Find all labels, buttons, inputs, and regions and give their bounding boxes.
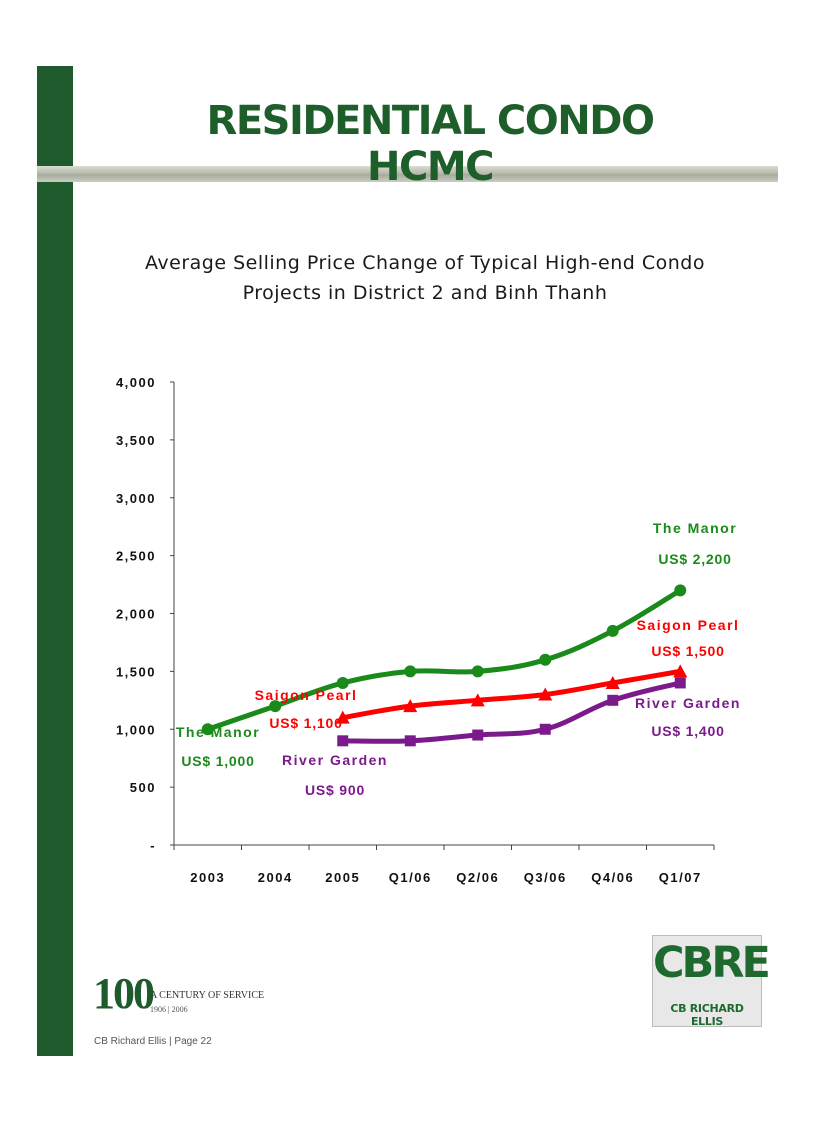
data-point [674, 677, 686, 689]
series-start-label-name: The Manor [176, 724, 260, 740]
y-tick-label: 2,500 [116, 549, 156, 564]
chart-title: Average Selling Price Change of Typical … [140, 248, 710, 308]
series-start-label-name: Saigon Pearl [255, 687, 358, 703]
chart-title-line-1: Average Selling Price Change of Typical … [145, 252, 705, 274]
y-tick-label: 3,000 [116, 491, 156, 506]
series-start-label-value: US$ 1,100 [269, 715, 342, 731]
logo-main-text: CBRE [653, 938, 771, 988]
data-point [673, 664, 688, 678]
data-point [607, 694, 619, 706]
y-tick-label: - [150, 838, 156, 853]
data-point [269, 700, 282, 713]
y-tick-label: 4,000 [116, 375, 156, 390]
data-point [538, 687, 553, 701]
left-accent-bar [37, 66, 73, 1056]
data-point [404, 735, 416, 747]
series-line-0 [205, 587, 683, 732]
series-end-label-name: The Manor [653, 520, 737, 536]
data-point [404, 665, 417, 678]
data-point [403, 699, 418, 713]
series-end-label-name: Saigon Pearl [637, 617, 740, 633]
series-end-label-value: US$ 1,500 [651, 643, 724, 659]
series-start-label-name: River Garden [282, 752, 388, 768]
data-point [471, 665, 484, 678]
data-point [335, 710, 350, 724]
data-point [539, 653, 552, 666]
series-line-1 [340, 668, 683, 721]
data-point [539, 723, 551, 735]
series-start-label-value: US$ 900 [305, 782, 365, 798]
x-tick-label: Q2/06 [456, 870, 499, 885]
series-end-label-name: River Garden [635, 695, 741, 711]
data-point [201, 723, 214, 736]
title-divider-band [37, 166, 778, 182]
y-tick-label: 1,500 [116, 664, 156, 679]
series-end-label-value: US$ 2,200 [658, 551, 731, 567]
century-of-service-badge: 100 A CENTURY OF SERVICE 1906 | 2006 [93, 968, 264, 1023]
series-end-label-value: US$ 1,400 [651, 723, 724, 739]
y-tick-label: 500 [130, 780, 156, 795]
x-tick-label: 2005 [325, 870, 360, 885]
century-years: 1906 | 2006 [150, 1005, 188, 1014]
data-point [337, 735, 349, 747]
century-text: A CENTURY OF SERVICE [150, 990, 265, 1001]
data-point [470, 693, 485, 707]
x-tick-label: Q4/06 [591, 870, 634, 885]
data-point [336, 676, 349, 689]
y-tick-label: 3,500 [116, 433, 156, 448]
logo-sub-text: CB RICHARD ELLIS [670, 1002, 744, 1028]
series-line-2 [340, 680, 683, 744]
x-tick-label: Q1/07 [659, 870, 702, 885]
data-point [605, 675, 620, 689]
page-footer: CB Richard Ellis | Page 22 [94, 1036, 212, 1047]
chart-title-line-2: Projects in District 2 and Binh Thanh [242, 282, 608, 304]
data-point [674, 584, 687, 597]
x-tick-label: Q3/06 [524, 870, 567, 885]
x-tick-label: 2003 [190, 870, 225, 885]
x-tick-label: 2004 [258, 870, 293, 885]
y-tick-label: 1,000 [116, 722, 156, 737]
series-start-label-value: US$ 1,000 [181, 753, 254, 769]
x-tick-label: Q1/06 [389, 870, 432, 885]
slide-title: RESIDENTIAL CONDO HCMC [206, 98, 655, 190]
century-number: 100 [93, 969, 155, 1018]
y-tick-label: 2,000 [116, 607, 156, 622]
data-point [472, 729, 484, 741]
data-point [606, 624, 619, 637]
cbre-logo: CBRE CB RICHARD ELLIS [652, 935, 771, 1028]
